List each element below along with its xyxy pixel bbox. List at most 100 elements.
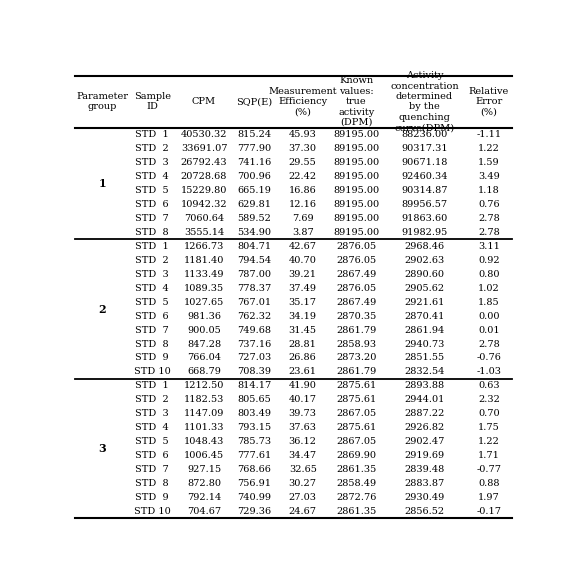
Text: STD  1: STD 1 xyxy=(135,242,169,251)
Text: 89195.00: 89195.00 xyxy=(333,228,380,237)
Text: 89195.00: 89195.00 xyxy=(333,214,380,223)
Text: 2.78: 2.78 xyxy=(478,214,500,223)
Text: 0.00: 0.00 xyxy=(478,312,500,321)
Text: 32.65: 32.65 xyxy=(289,465,317,474)
Text: 22.42: 22.42 xyxy=(288,172,317,181)
Text: 39.21: 39.21 xyxy=(289,270,317,279)
Text: 2861.79: 2861.79 xyxy=(336,326,377,335)
Text: 3.49: 3.49 xyxy=(478,172,500,181)
Text: 37.30: 37.30 xyxy=(289,144,317,153)
Text: STD  4: STD 4 xyxy=(135,172,169,181)
Text: STD  1: STD 1 xyxy=(135,381,169,390)
Text: -0.76: -0.76 xyxy=(477,353,502,363)
Text: 89195.00: 89195.00 xyxy=(333,186,380,195)
Text: 1.22: 1.22 xyxy=(478,437,500,446)
Text: 89956.57: 89956.57 xyxy=(401,200,447,209)
Text: 88236.00: 88236.00 xyxy=(401,130,447,139)
Text: 740.99: 740.99 xyxy=(238,493,271,502)
Text: 2919.69: 2919.69 xyxy=(405,451,445,460)
Text: 2926.82: 2926.82 xyxy=(405,423,445,432)
Text: 40.17: 40.17 xyxy=(289,395,317,404)
Text: 792.14: 792.14 xyxy=(187,493,221,502)
Text: 1181.40: 1181.40 xyxy=(184,256,224,265)
Text: 34.19: 34.19 xyxy=(289,312,317,321)
Text: 3.87: 3.87 xyxy=(292,228,314,237)
Text: 42.67: 42.67 xyxy=(289,242,317,251)
Text: 778.37: 778.37 xyxy=(238,284,272,292)
Text: 91982.95: 91982.95 xyxy=(401,228,447,237)
Text: 20728.68: 20728.68 xyxy=(181,172,227,181)
Text: 872.80: 872.80 xyxy=(187,479,221,488)
Text: 981.36: 981.36 xyxy=(187,312,221,321)
Text: 2861.79: 2861.79 xyxy=(336,367,377,376)
Text: STD  3: STD 3 xyxy=(135,158,169,167)
Text: 729.36: 729.36 xyxy=(238,507,271,516)
Text: 704.67: 704.67 xyxy=(187,507,221,516)
Text: 0.01: 0.01 xyxy=(478,326,500,335)
Text: 2867.05: 2867.05 xyxy=(336,437,377,446)
Text: 35.17: 35.17 xyxy=(289,298,317,307)
Text: 1.22: 1.22 xyxy=(478,144,500,153)
Text: 1027.65: 1027.65 xyxy=(184,298,224,307)
Text: STD  7: STD 7 xyxy=(135,326,169,335)
Text: 814.17: 814.17 xyxy=(238,381,272,390)
Text: Known
values:
true
activity
(DPM): Known values: true activity (DPM) xyxy=(339,77,374,127)
Text: 2890.60: 2890.60 xyxy=(405,270,445,279)
Text: 0.88: 0.88 xyxy=(478,479,500,488)
Text: STD  2: STD 2 xyxy=(135,256,169,265)
Text: 16.86: 16.86 xyxy=(289,186,316,195)
Text: STD  3: STD 3 xyxy=(135,270,169,279)
Text: 2870.41: 2870.41 xyxy=(404,312,445,321)
Text: 7.69: 7.69 xyxy=(292,214,314,223)
Text: -0.77: -0.77 xyxy=(477,465,502,474)
Text: 2893.88: 2893.88 xyxy=(405,381,445,390)
Text: STD  1: STD 1 xyxy=(135,130,169,139)
Text: 2887.22: 2887.22 xyxy=(404,410,445,418)
Text: 2902.63: 2902.63 xyxy=(405,256,445,265)
Text: 534.90: 534.90 xyxy=(238,228,271,237)
Text: STD 10: STD 10 xyxy=(134,367,170,376)
Text: 805.65: 805.65 xyxy=(238,395,271,404)
Text: 2.78: 2.78 xyxy=(478,228,500,237)
Text: 847.28: 847.28 xyxy=(187,339,221,349)
Text: 33691.07: 33691.07 xyxy=(181,144,227,153)
Text: 1006.45: 1006.45 xyxy=(184,451,224,460)
Text: 41.90: 41.90 xyxy=(289,381,317,390)
Text: SQP(E): SQP(E) xyxy=(237,97,272,106)
Text: STD  7: STD 7 xyxy=(135,214,169,223)
Text: 700.96: 700.96 xyxy=(238,172,271,181)
Text: 89195.00: 89195.00 xyxy=(333,130,380,139)
Text: 2861.94: 2861.94 xyxy=(405,326,445,335)
Text: 90314.87: 90314.87 xyxy=(401,186,448,195)
Text: 2902.47: 2902.47 xyxy=(404,437,445,446)
Text: 815.24: 815.24 xyxy=(238,130,271,139)
Text: STD  8: STD 8 xyxy=(135,228,169,237)
Text: 804.71: 804.71 xyxy=(238,242,271,251)
Text: 2875.61: 2875.61 xyxy=(336,423,377,432)
Text: STD  2: STD 2 xyxy=(135,144,169,153)
Text: 900.05: 900.05 xyxy=(187,326,221,335)
Text: 629.81: 629.81 xyxy=(238,200,271,209)
Text: 89195.00: 89195.00 xyxy=(333,144,380,153)
Text: 787.00: 787.00 xyxy=(238,270,271,279)
Text: 37.49: 37.49 xyxy=(289,284,317,292)
Text: 3.11: 3.11 xyxy=(478,242,500,251)
Text: 668.79: 668.79 xyxy=(187,367,221,376)
Text: 777.90: 777.90 xyxy=(238,144,271,153)
Text: 762.32: 762.32 xyxy=(238,312,272,321)
Text: Sample
ID: Sample ID xyxy=(133,92,170,111)
Text: 0.92: 0.92 xyxy=(478,256,500,265)
Text: 40.70: 40.70 xyxy=(289,256,317,265)
Text: STD  3: STD 3 xyxy=(135,410,169,418)
Text: 2839.48: 2839.48 xyxy=(405,465,445,474)
Text: 1266.73: 1266.73 xyxy=(184,242,224,251)
Text: 2867.49: 2867.49 xyxy=(336,298,377,307)
Text: 23.61: 23.61 xyxy=(289,367,317,376)
Text: 589.52: 589.52 xyxy=(238,214,271,223)
Text: 2861.35: 2861.35 xyxy=(336,507,377,516)
Text: STD  5: STD 5 xyxy=(135,298,169,307)
Text: 2873.20: 2873.20 xyxy=(336,353,377,363)
Text: STD 10: STD 10 xyxy=(134,507,170,516)
Text: 90317.31: 90317.31 xyxy=(401,144,448,153)
Text: 2.78: 2.78 xyxy=(478,339,500,349)
